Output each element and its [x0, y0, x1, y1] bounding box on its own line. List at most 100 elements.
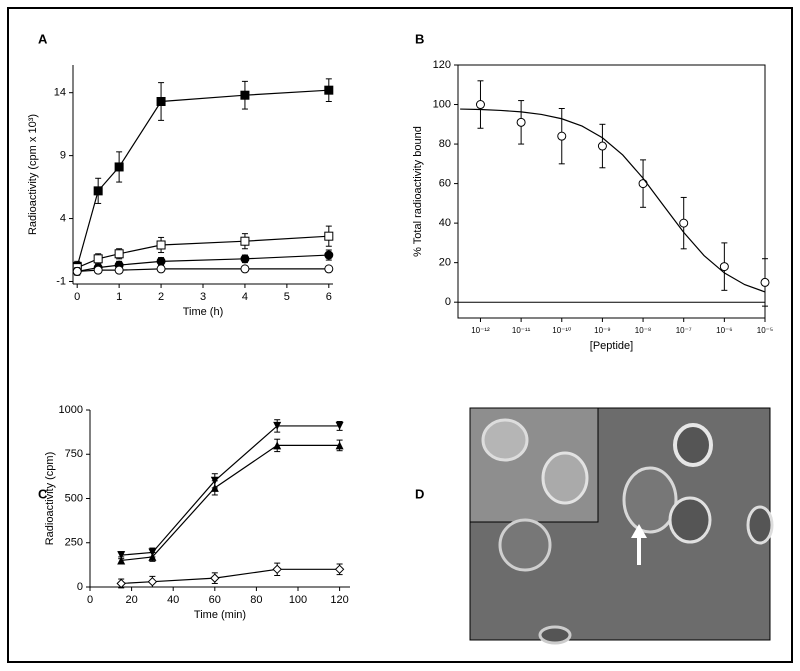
y-tick-label: 80 — [439, 138, 451, 150]
x-tick-label: 0 — [74, 291, 80, 303]
marker — [156, 240, 166, 250]
y-tick-label: 4 — [60, 212, 66, 224]
y-tick-label: 750 — [65, 448, 83, 460]
y-axis-label: Radioactivity (cpm) — [44, 452, 56, 546]
marker — [475, 100, 485, 110]
series-line — [76, 89, 329, 267]
marker — [114, 249, 124, 259]
marker — [240, 90, 250, 100]
cell — [481, 418, 529, 462]
marker — [240, 254, 250, 264]
x-tick-label: 40 — [167, 594, 179, 606]
y-axis-label: Radioactivity (cpm x 10³) — [27, 114, 39, 235]
x-axis-label: Time (h) — [183, 306, 224, 318]
marker — [638, 179, 648, 189]
x-tick-label: 0 — [87, 594, 93, 606]
cell — [498, 518, 552, 572]
marker — [324, 85, 334, 95]
y-tick-label: 9 — [60, 150, 66, 162]
x-tick-label: 100 — [289, 594, 307, 606]
x-tick-label: 10⁻⁹ — [594, 326, 611, 335]
x-tick-label: 10⁻¹⁰ — [552, 326, 571, 335]
y-tick-label: 250 — [65, 537, 83, 549]
marker — [116, 578, 126, 589]
marker — [760, 277, 770, 287]
cell — [746, 505, 774, 545]
x-tick-label: 10⁻⁷ — [676, 326, 692, 335]
y-tick-label: 120 — [433, 59, 451, 71]
x-tick-label: 10⁻¹¹ — [512, 326, 531, 335]
marker — [114, 162, 124, 172]
marker — [117, 556, 126, 565]
x-tick-label: 6 — [326, 291, 332, 303]
marker — [324, 250, 334, 260]
x-tick-label: 5 — [284, 291, 290, 303]
x-axis-label: [Peptide] — [590, 340, 633, 352]
marker — [72, 266, 82, 276]
panel-label: B — [415, 31, 424, 46]
marker — [240, 236, 250, 246]
marker — [679, 218, 689, 228]
marker — [273, 441, 282, 450]
cell — [673, 423, 713, 467]
marker — [156, 97, 166, 106]
panel-label: C — [38, 486, 48, 501]
x-tick-label: 2 — [158, 291, 164, 303]
y-axis-label: % Total radioactivity bound — [412, 126, 424, 257]
x-tick-label: 120 — [330, 594, 348, 606]
x-tick-label: 10⁻⁵ — [757, 326, 773, 335]
x-tick-label: 10⁻⁶ — [716, 326, 732, 335]
marker — [148, 552, 157, 561]
marker — [272, 564, 282, 575]
x-tick-label: 3 — [200, 291, 206, 303]
panel-label: D — [415, 486, 424, 501]
cell — [538, 625, 572, 645]
y-tick-label: 20 — [439, 257, 451, 269]
marker — [719, 262, 729, 272]
marker — [324, 231, 334, 241]
x-tick-label: 80 — [250, 594, 262, 606]
x-tick-label: 1 — [116, 291, 122, 303]
x-tick-label: 4 — [242, 291, 248, 303]
marker — [156, 264, 166, 274]
marker — [147, 576, 158, 587]
y-tick-label: 100 — [433, 98, 451, 110]
marker — [93, 254, 103, 264]
marker — [210, 573, 220, 583]
marker — [334, 564, 345, 575]
x-axis-label: Time (min) — [194, 609, 246, 621]
x-tick-label: 10⁻¹² — [471, 326, 490, 335]
marker — [335, 441, 344, 450]
cell — [668, 496, 712, 544]
y-tick-label: -1 — [56, 275, 66, 287]
marker — [335, 421, 344, 430]
marker — [324, 264, 334, 274]
y-tick-label: 500 — [65, 492, 83, 504]
marker — [117, 551, 126, 560]
marker — [557, 131, 567, 141]
x-tick-label: 60 — [209, 594, 221, 606]
marker — [114, 265, 124, 275]
micrograph — [469, 407, 774, 645]
cell — [622, 466, 678, 534]
cell — [541, 451, 589, 505]
panel-label: A — [38, 31, 48, 46]
series-line — [460, 108, 766, 293]
y-tick-label: 60 — [439, 178, 451, 190]
y-tick-label: 1000 — [59, 404, 83, 416]
marker — [156, 256, 166, 266]
marker — [210, 483, 219, 492]
y-tick-label: 0 — [445, 296, 451, 308]
marker — [597, 141, 607, 151]
marker — [516, 117, 526, 127]
y-tick-label: 40 — [439, 217, 451, 229]
marker — [93, 265, 103, 275]
marker — [273, 421, 282, 430]
y-tick-label: 14 — [54, 87, 66, 99]
x-tick-label: 20 — [125, 594, 137, 606]
y-tick-label: 0 — [77, 581, 83, 593]
x-tick-label: 10⁻⁸ — [635, 326, 652, 335]
arrow-head — [631, 524, 647, 538]
marker — [93, 186, 103, 196]
